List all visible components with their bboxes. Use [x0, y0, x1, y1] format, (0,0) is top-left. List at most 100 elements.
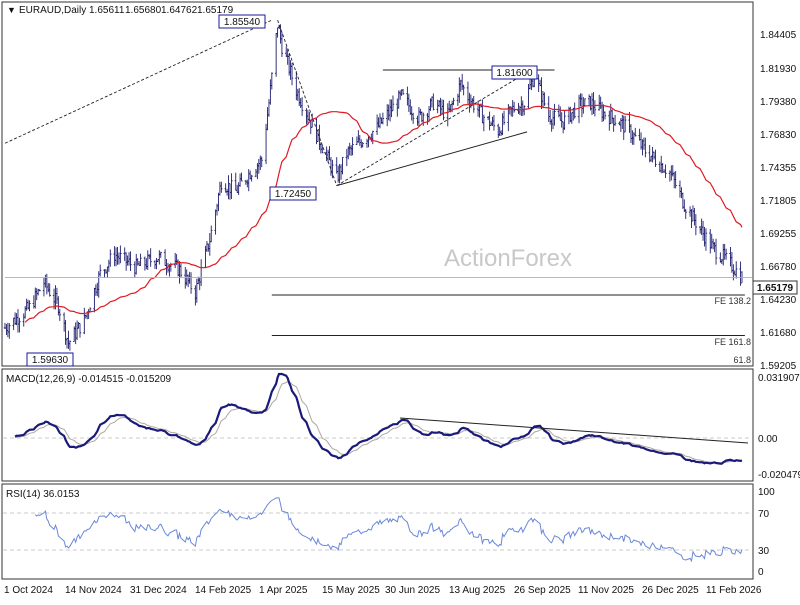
collapse-triangle-icon[interactable]: ▼: [7, 5, 16, 15]
x-tick: 26 Sep 2025: [514, 585, 571, 596]
x-tick: 31 Dec 2024: [130, 585, 187, 596]
trend-lines: [4, 19, 752, 336]
x-tick: 1 Oct 2024: [4, 585, 53, 596]
high-value: 1.65680: [125, 5, 162, 16]
x-tick: 1 Apr 2025: [259, 585, 308, 596]
price-bar: [159, 251, 162, 258]
price-tick: 1.61680: [760, 328, 797, 339]
price-bar: [8, 323, 11, 339]
price-bar: [98, 264, 102, 277]
macd-tick: 0.031907: [758, 373, 800, 384]
price-bar: [674, 171, 677, 189]
price-bar: [240, 172, 243, 182]
price-bar: [411, 112, 415, 124]
price-bar: [109, 249, 112, 267]
svg-text:1.65179: 1.65179: [757, 283, 794, 294]
rising-support-line: [336, 131, 528, 187]
fib-618-label: 61.8: [733, 355, 751, 365]
svg-text:1.85540: 1.85540: [224, 17, 261, 28]
rsi-tick: 0: [758, 567, 764, 578]
price-bar: [250, 174, 253, 182]
svg-text:1.81600: 1.81600: [496, 68, 533, 79]
x-axis: 1 Oct 2024 14 Nov 2024 31 Dec 2024 14 Fe…: [4, 585, 762, 596]
price-bar: [78, 323, 82, 338]
price-tick: 1.69255: [760, 229, 797, 240]
price-bar: [623, 116, 627, 133]
x-tick: 11 Nov 2025: [578, 585, 634, 596]
price-bar: [502, 110, 506, 125]
price-bar: [300, 97, 304, 116]
price-bar: [563, 110, 566, 130]
price-bar: [492, 115, 496, 131]
x-tick: 14 Feb 2025: [195, 585, 252, 596]
price-bar: [664, 164, 667, 178]
price-bar: [603, 111, 607, 120]
price-bar: [704, 228, 708, 251]
price-bar: [714, 238, 718, 265]
price-tick: 1.74355: [760, 163, 797, 174]
mid-high-label: 1.81600: [491, 65, 538, 80]
price-bar: [735, 261, 738, 279]
x-tick: 13 Aug 2025: [449, 585, 506, 596]
price-bar: [230, 173, 233, 199]
svg-text:1.59630: 1.59630: [32, 355, 69, 366]
price-bar: [553, 103, 556, 126]
rsi-tick: 70: [758, 509, 770, 520]
rsi-tick: 30: [758, 546, 770, 557]
price-bar: [48, 283, 51, 297]
macd-tick: -0.020479: [758, 470, 800, 481]
price-tick: 1.76830: [760, 130, 797, 141]
price-tick: 1.71805: [760, 196, 797, 207]
close-value: 1.65179: [197, 5, 234, 16]
symbol-title: EURAUD,Daily: [19, 5, 86, 16]
low-label: 1.72450: [269, 186, 317, 201]
price-bar: [694, 214, 698, 236]
price-bar: [634, 127, 637, 137]
macd-title: MACD(12,26,9) -0.014515 -0.015209: [6, 374, 172, 385]
moving-average-line: [24, 103, 743, 323]
watermark: ActionForex: [444, 245, 572, 272]
price-tick: 1.64230: [760, 295, 797, 306]
price-bar: [593, 100, 597, 117]
price-bar: [260, 156, 263, 168]
rsi-panel: [1, 483, 754, 580]
dashed-rising-trendline: [4, 19, 273, 144]
price-tick: 1.66780: [760, 262, 797, 273]
price-bar: [149, 248, 152, 267]
macd-main-line: [14, 372, 743, 465]
x-tick: 11 Feb 2026: [706, 585, 762, 596]
dashed-projection-line: [277, 19, 338, 186]
start-low-label: 1.59630: [26, 352, 74, 367]
current-price-tag: 1.65179: [752, 280, 798, 295]
price-bar: [58, 308, 62, 321]
price-axis: 1.84405 1.81930 1.79380 1.76830 1.74355 …: [760, 30, 797, 372]
macd-signal-line: [14, 381, 743, 464]
svg-text:1.72450: 1.72450: [275, 189, 312, 200]
price-bar: [523, 105, 526, 116]
price-bar: [280, 31, 284, 58]
open-value: 1.65611: [89, 5, 125, 16]
price-bar: [129, 251, 132, 272]
price-bar: [482, 114, 486, 132]
price-tick: 1.84405: [760, 30, 797, 41]
price-bar: [654, 149, 657, 168]
price-bar: [321, 144, 324, 154]
price-bar: [684, 208, 687, 219]
low-value: 1.64762: [161, 5, 198, 16]
dashed-channel-line: [336, 69, 532, 187]
price-bar: [739, 261, 742, 286]
price-bar: [422, 112, 425, 126]
x-tick: 15 May 2025: [322, 585, 380, 596]
price-bar: [452, 97, 455, 106]
macd-tick: 0.00: [758, 434, 778, 445]
x-tick: 26 Dec 2025: [642, 585, 699, 596]
price-bar: [38, 289, 41, 292]
price-bar: [442, 99, 445, 121]
price-bar: [462, 84, 465, 96]
price-tick: 1.59205: [760, 361, 797, 372]
price-bar: [361, 142, 364, 148]
price-bar: [179, 263, 183, 279]
price-tick: 1.81930: [760, 64, 797, 75]
price-bar: [351, 137, 354, 156]
